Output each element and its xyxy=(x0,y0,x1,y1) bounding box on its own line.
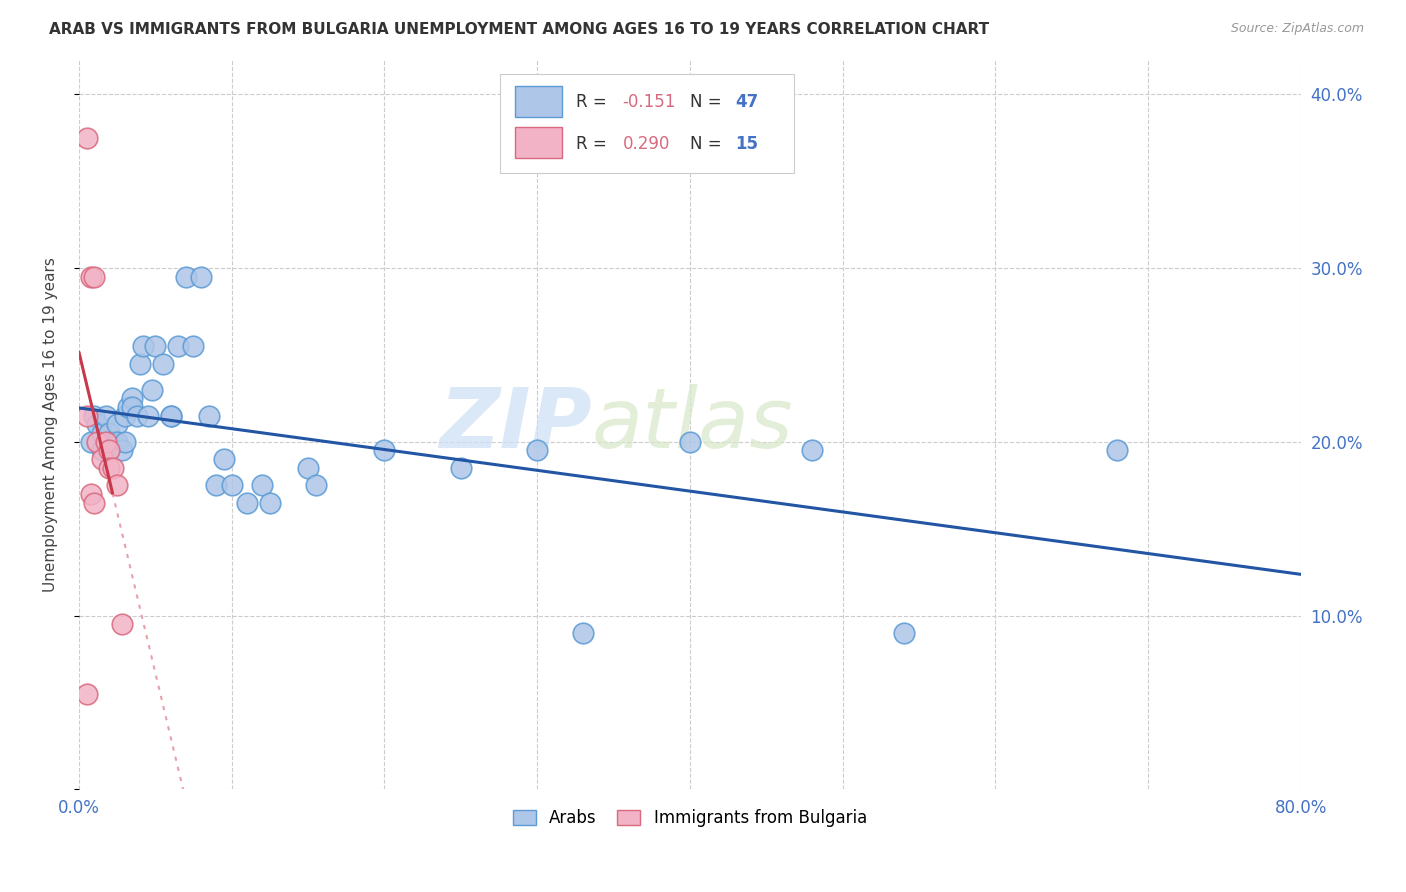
Point xyxy=(111,617,134,632)
Point xyxy=(90,443,112,458)
Point xyxy=(111,443,134,458)
Point xyxy=(132,339,155,353)
Point xyxy=(125,409,148,423)
Point xyxy=(197,409,219,423)
Point xyxy=(259,495,281,509)
Point xyxy=(105,417,128,432)
Point xyxy=(801,443,824,458)
Point xyxy=(83,269,105,284)
Text: N =: N = xyxy=(690,135,721,153)
Point xyxy=(152,357,174,371)
Point xyxy=(167,339,190,353)
Point xyxy=(83,409,105,423)
Point xyxy=(96,409,118,423)
Point xyxy=(121,400,143,414)
Point xyxy=(143,339,166,353)
Point xyxy=(679,434,702,449)
Point xyxy=(572,625,595,640)
Point xyxy=(90,426,112,441)
Point xyxy=(373,443,395,458)
Point xyxy=(117,400,139,414)
Point xyxy=(893,625,915,640)
Point xyxy=(136,409,159,423)
Point xyxy=(83,495,105,509)
Point xyxy=(80,269,103,284)
Point xyxy=(98,443,121,458)
Point xyxy=(129,357,152,371)
Point xyxy=(190,269,212,284)
Point xyxy=(101,460,124,475)
Point xyxy=(105,478,128,492)
Point xyxy=(76,130,98,145)
FancyBboxPatch shape xyxy=(501,74,793,173)
Text: -0.151: -0.151 xyxy=(623,93,676,111)
Point xyxy=(76,687,98,701)
Point xyxy=(98,426,121,441)
Text: R =: R = xyxy=(576,93,607,111)
Point xyxy=(159,409,181,423)
Text: R =: R = xyxy=(576,135,607,153)
Point xyxy=(114,434,136,449)
Point xyxy=(183,339,205,353)
Point xyxy=(105,434,128,449)
Point xyxy=(212,452,235,467)
Point xyxy=(86,417,108,432)
Point xyxy=(86,434,108,449)
Point xyxy=(297,460,319,475)
Y-axis label: Unemployment Among Ages 16 to 19 years: Unemployment Among Ages 16 to 19 years xyxy=(44,257,58,592)
Point xyxy=(305,478,328,492)
Point xyxy=(121,392,143,406)
Point xyxy=(80,487,103,501)
Text: 47: 47 xyxy=(735,93,758,111)
Text: ARAB VS IMMIGRANTS FROM BULGARIA UNEMPLOYMENT AMONG AGES 16 TO 19 YEARS CORRELAT: ARAB VS IMMIGRANTS FROM BULGARIA UNEMPLO… xyxy=(49,22,990,37)
Point xyxy=(236,495,259,509)
FancyBboxPatch shape xyxy=(515,86,561,117)
Text: 0.290: 0.290 xyxy=(623,135,671,153)
Point xyxy=(526,443,548,458)
Point xyxy=(1107,443,1129,458)
Text: atlas: atlas xyxy=(592,384,794,465)
Point xyxy=(114,409,136,423)
Legend: Arabs, Immigrants from Bulgaria: Arabs, Immigrants from Bulgaria xyxy=(505,801,876,836)
Text: 15: 15 xyxy=(735,135,758,153)
Point xyxy=(450,460,472,475)
Point xyxy=(174,269,197,284)
Point xyxy=(98,443,121,458)
Point xyxy=(98,460,121,475)
Text: Source: ZipAtlas.com: Source: ZipAtlas.com xyxy=(1230,22,1364,36)
Text: ZIP: ZIP xyxy=(440,384,592,465)
Point xyxy=(96,434,118,449)
Point xyxy=(221,478,243,492)
Point xyxy=(80,434,103,449)
Point xyxy=(250,478,273,492)
Point xyxy=(90,452,112,467)
Point xyxy=(205,478,228,492)
Point xyxy=(101,434,124,449)
Text: N =: N = xyxy=(690,93,721,111)
Point xyxy=(159,409,181,423)
Point xyxy=(141,383,163,397)
Point xyxy=(76,409,98,423)
FancyBboxPatch shape xyxy=(515,128,561,158)
